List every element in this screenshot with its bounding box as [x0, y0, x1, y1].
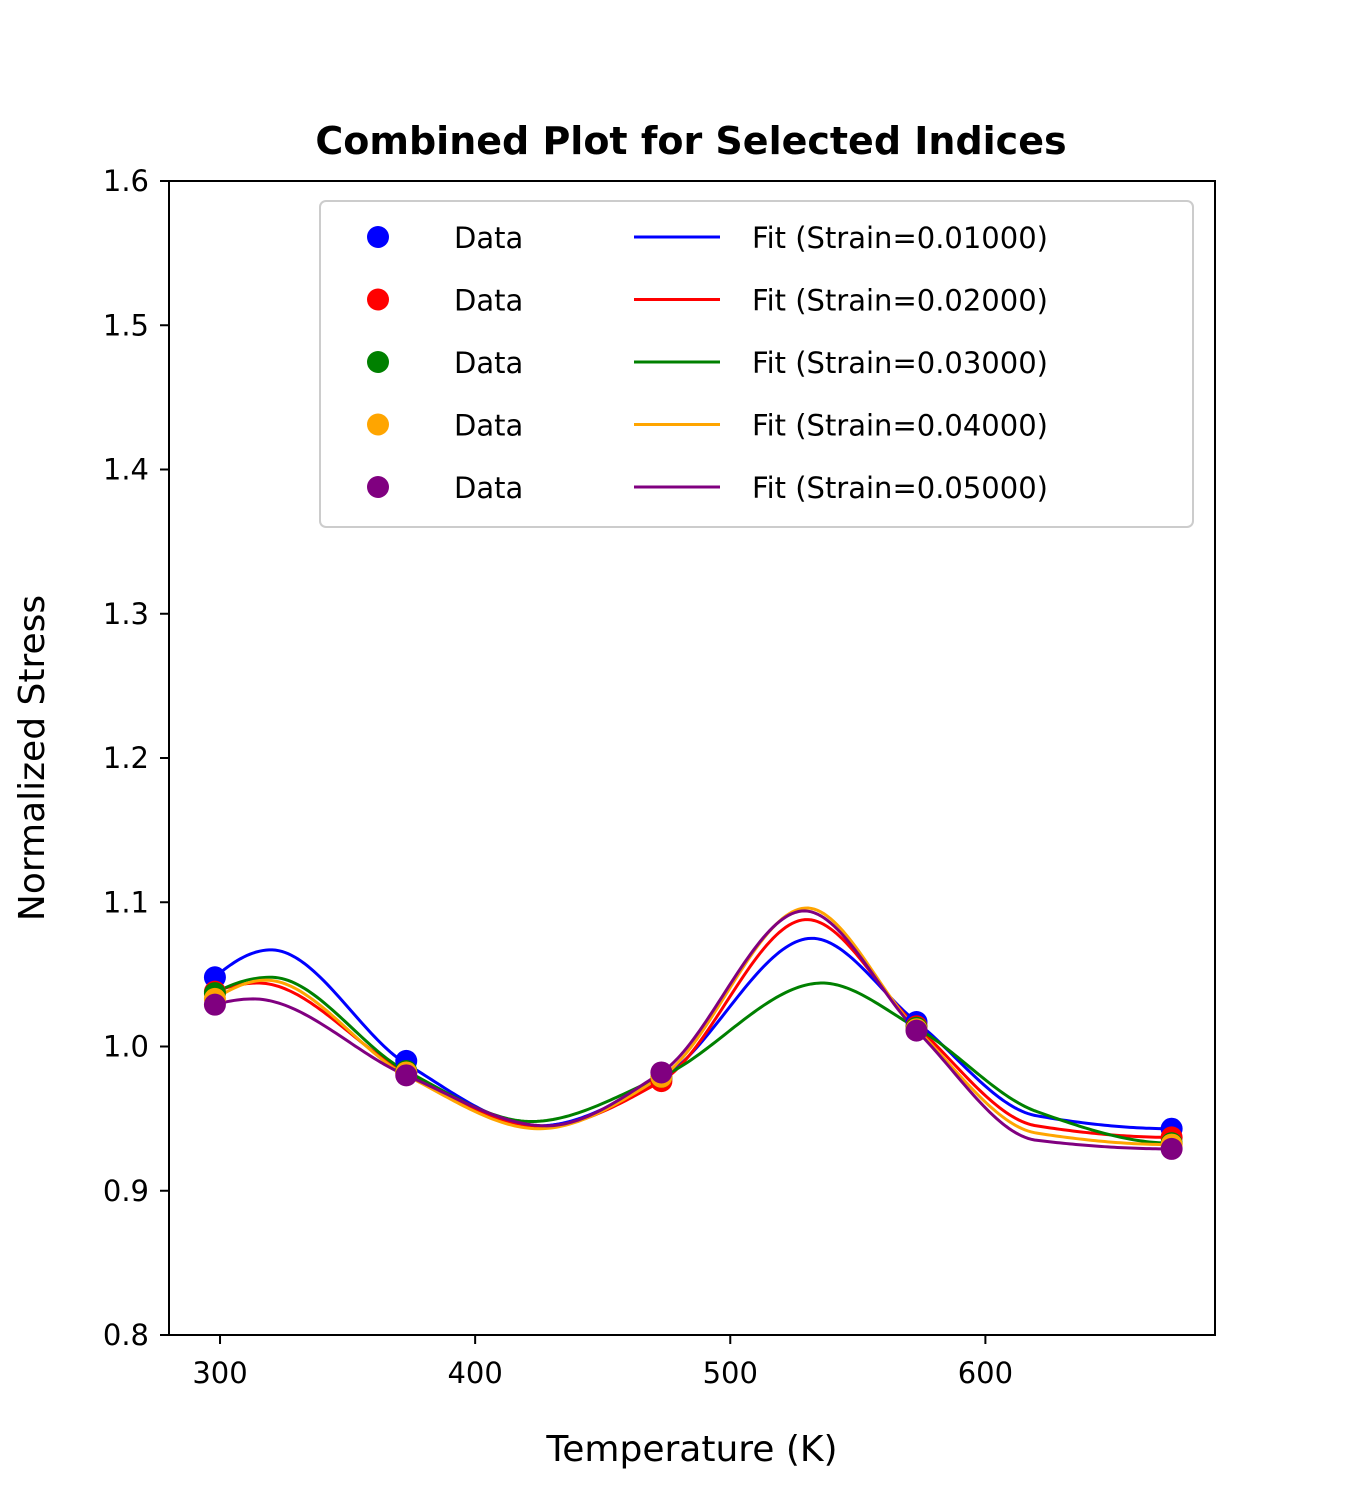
y-tick-label: 0.8: [103, 1318, 149, 1352]
legend-fit-label: Fit (Strain=0.01000): [752, 221, 1048, 255]
legend-data-marker: [367, 476, 389, 498]
data-point-5-3: [650, 1061, 673, 1084]
fit-line-3: [214, 975, 1172, 1145]
chart-title: Combined Plot for Selected Indices: [315, 119, 1066, 163]
x-tick-label: 400: [447, 1356, 502, 1390]
legend-data-label: Data: [454, 221, 523, 255]
legend-fit-label: Fit (Strain=0.02000): [752, 284, 1048, 318]
fit-line-4: [214, 906, 1172, 1147]
legend-data-label: Data: [454, 346, 523, 380]
legend-data-marker: [367, 413, 389, 436]
data-point-5-1: [203, 993, 226, 1016]
legend-data-label: Data: [454, 409, 523, 443]
axis-ticks: 300 400 500 600 0.8 0.9 1.0 1.1 1.2 1.3 1.4 1.5 1.6: [103, 164, 1013, 1390]
legend-data-label: Data: [454, 284, 523, 318]
y-tick-label: 1.4: [103, 453, 149, 487]
y-tick-label: 1.2: [103, 741, 149, 775]
fit-line-5: [214, 909, 1172, 1151]
y-tick-label: 1.0: [103, 1030, 149, 1064]
data-point-5-5: [1160, 1137, 1183, 1160]
legend-box: [319, 200, 1194, 528]
data-point-5-4: [905, 1019, 928, 1042]
x-tick-label: 600: [958, 1356, 1013, 1390]
legend-data-marker: [367, 288, 389, 311]
legend-fit-label: Fit (Strain=0.04000): [752, 409, 1048, 443]
legend-fit-label: Fit (Strain=0.03000): [752, 346, 1048, 380]
y-tick-label: 1.1: [103, 885, 149, 919]
x-tick-label: 300: [192, 1356, 247, 1390]
plot-area: [203, 906, 1183, 1160]
x-axis-label: Temperature (K): [545, 1429, 837, 1470]
legend-fit-label: Fit (Strain=0.05000): [752, 471, 1048, 505]
legend-data-marker: [367, 226, 389, 248]
legend: Data Fit (Strain=0.01000) Data Fit (Strain=…: [319, 200, 1194, 528]
legend-data-marker: [367, 351, 389, 373]
y-axis-label: Normalized Stress: [12, 595, 53, 921]
y-tick-label: 1.5: [103, 308, 149, 342]
x-tick-label: 500: [703, 1356, 758, 1390]
y-tick-label: 1.6: [103, 164, 149, 198]
fit-line-2: [214, 918, 1172, 1139]
legend-data-label: Data: [454, 471, 523, 505]
data-point-5-2: [395, 1064, 418, 1087]
y-tick-label: 1.3: [103, 597, 149, 631]
y-tick-label: 0.9: [103, 1174, 149, 1208]
